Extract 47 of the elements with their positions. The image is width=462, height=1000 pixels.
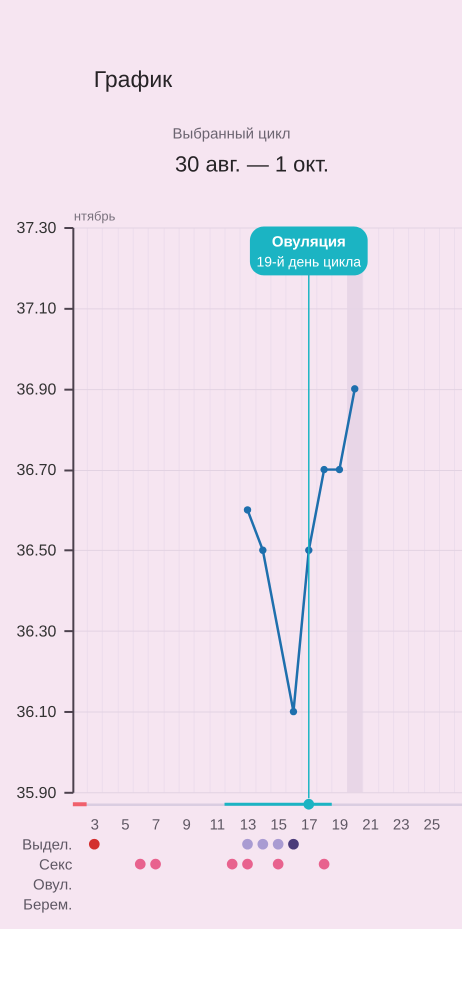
x-tick-label: 21 xyxy=(362,816,379,834)
point xyxy=(318,858,330,870)
y-tick-label: 36.90 xyxy=(16,381,57,398)
x-tick-label: 15 xyxy=(270,816,287,834)
x-tick-label: 7 xyxy=(152,816,160,834)
text: 30 авг. — 1 окт. xyxy=(174,152,329,177)
y-tick-label: 36.50 xyxy=(16,542,57,560)
point xyxy=(272,858,284,870)
chart-subtitle: Выбранный цикл xyxy=(172,126,291,143)
point xyxy=(336,466,344,474)
x-tick-label: 17 xyxy=(300,816,318,834)
x-tick-label: 5 xyxy=(121,816,130,834)
point xyxy=(242,838,253,850)
y-tick-label: 37.30 xyxy=(16,220,57,237)
y-tick-label: 36.10 xyxy=(16,704,57,722)
point xyxy=(259,546,267,554)
y-tick-label: 36.70 xyxy=(16,462,57,480)
x-tick-label: 11 xyxy=(210,816,226,834)
point xyxy=(242,858,253,870)
y-tick-label: Выдел. xyxy=(22,836,72,854)
point xyxy=(303,798,314,810)
point xyxy=(134,858,146,870)
point xyxy=(320,466,328,474)
x-tick-label: 13 xyxy=(240,816,256,834)
chart-title: График xyxy=(94,66,174,92)
point xyxy=(226,858,238,870)
ref-line-label: Овуляция 19-й день цикла xyxy=(256,233,362,270)
point xyxy=(288,838,299,850)
point xyxy=(351,385,358,393)
point xyxy=(244,506,252,514)
point xyxy=(290,708,298,716)
point xyxy=(150,858,161,870)
y-tick-label: Секс xyxy=(39,856,73,874)
y-tick-label: 37.10 xyxy=(16,300,57,318)
x-tick-label: 9 xyxy=(182,816,191,834)
y-tick-label: Овул. xyxy=(33,876,72,894)
point xyxy=(272,838,284,850)
x-tick-label: 23 xyxy=(392,816,410,834)
x-tick-label: 3 xyxy=(90,816,99,834)
point xyxy=(257,838,268,850)
text: нтябрь xyxy=(74,208,116,224)
x-tick-label: 19 xyxy=(332,816,348,834)
point xyxy=(88,838,100,850)
y-tick-label: 36.30 xyxy=(16,623,57,640)
x-tick-label: 25 xyxy=(424,816,440,834)
y-tick-label: Берем. xyxy=(23,896,72,914)
y-tick-label: 35.90 xyxy=(16,784,57,802)
